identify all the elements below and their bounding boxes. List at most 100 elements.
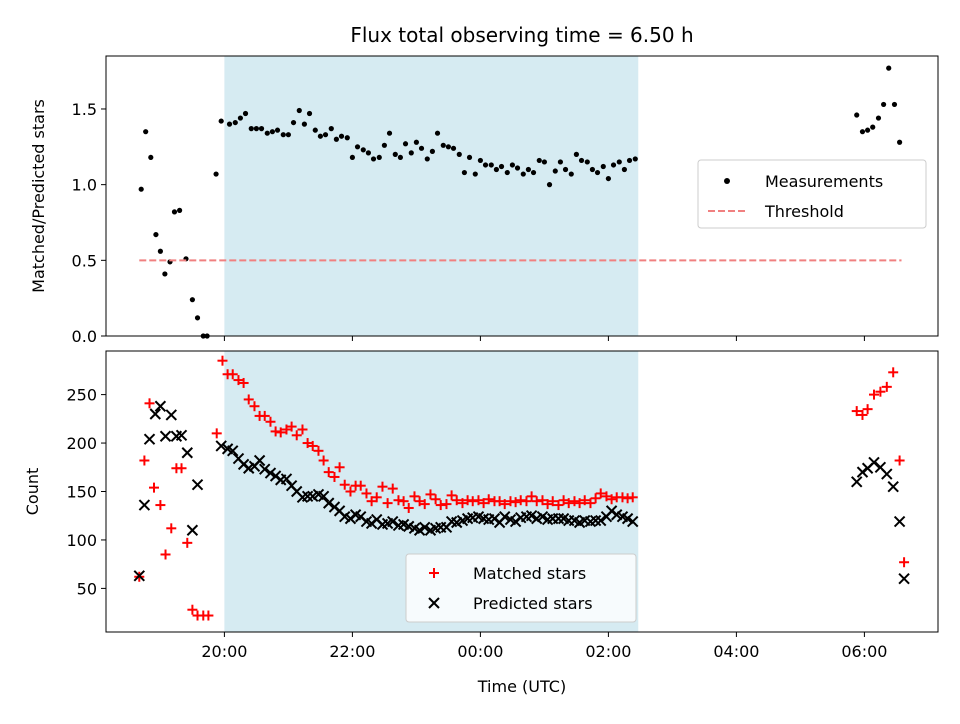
predicted-star-point bbox=[317, 490, 330, 503]
measurement-point bbox=[488, 162, 494, 168]
matched-star-point bbox=[857, 409, 868, 420]
matched-star-point bbox=[403, 502, 414, 513]
predicted-star-point bbox=[186, 524, 199, 536]
top-y-tick-label: 1.0 bbox=[72, 176, 97, 195]
matched-star-point bbox=[307, 440, 318, 451]
measurement-point bbox=[274, 127, 281, 133]
matched-star-point bbox=[875, 386, 886, 397]
measurement-point bbox=[317, 133, 323, 139]
measurement-point bbox=[552, 168, 558, 174]
matched-star-point bbox=[398, 496, 409, 507]
top-measurement-points bbox=[138, 65, 903, 339]
measurement-point bbox=[854, 112, 860, 118]
matched-star-point bbox=[627, 492, 638, 503]
matched-star-point bbox=[233, 375, 244, 386]
matched-star-point bbox=[166, 523, 177, 534]
measurement-point bbox=[376, 154, 382, 161]
legend-matched-marker bbox=[429, 568, 439, 578]
matched-star-point bbox=[355, 480, 366, 491]
matched-star-point bbox=[339, 479, 350, 490]
measurement-point bbox=[397, 154, 403, 161]
bottom-x-tick-label: 00:00 bbox=[457, 642, 503, 661]
matched-star-point bbox=[478, 498, 489, 509]
top-y-tick-label: 0.0 bbox=[72, 327, 97, 346]
measurement-point bbox=[875, 115, 882, 121]
matched-star-point bbox=[281, 424, 292, 435]
measurement-point bbox=[312, 127, 318, 133]
measurement-point bbox=[171, 209, 178, 215]
legend-measurements-label: Measurements bbox=[765, 172, 883, 191]
measurement-point bbox=[578, 157, 585, 164]
bottom-x-tick-label: 06:00 bbox=[841, 642, 887, 661]
bottom-y-tick-label: 250 bbox=[66, 386, 97, 405]
measurement-point bbox=[338, 133, 345, 139]
measurement-point bbox=[143, 129, 149, 135]
measurement-point bbox=[381, 142, 387, 148]
matched-star-point bbox=[590, 493, 601, 504]
matched-star-point bbox=[211, 428, 222, 439]
measurement-point bbox=[859, 129, 866, 135]
measurement-point bbox=[504, 169, 510, 176]
predicted-star-point bbox=[280, 473, 293, 485]
measurement-point bbox=[429, 148, 435, 154]
x-axis-label: Time (UTC) bbox=[477, 677, 566, 696]
predicted-star-point bbox=[215, 440, 227, 452]
matched-star-point bbox=[537, 495, 548, 506]
bottom-x-ticks: 20:00 22:00 00:00 02:00 04:00 06:00 bbox=[201, 632, 887, 661]
predicted-star-point bbox=[149, 408, 161, 420]
matched-star-point bbox=[139, 455, 150, 466]
matched-star-point bbox=[499, 499, 510, 510]
predicted-star-point bbox=[165, 409, 177, 421]
top-legend: Measurements Threshold bbox=[697, 159, 927, 229]
bottom-y-tick-label: 150 bbox=[66, 483, 97, 502]
measurement-point bbox=[456, 151, 462, 157]
predicted-star-point bbox=[893, 515, 906, 528]
legend-matched-label: Matched stars bbox=[473, 564, 586, 583]
measurement-point bbox=[306, 110, 313, 117]
legend-threshold-label: Threshold bbox=[764, 202, 844, 221]
measurement-point bbox=[392, 151, 398, 157]
measurement-point bbox=[402, 141, 409, 147]
measurement-point bbox=[322, 132, 329, 138]
measurement-point bbox=[189, 297, 195, 303]
chart-title: Flux total observing time = 6.50 h bbox=[350, 23, 693, 47]
measurement-point bbox=[370, 156, 377, 162]
top-panel: 0.0 0.5 1.0 1.5 Matched/Predicted stars Mea… bbox=[29, 55, 939, 346]
measurement-point bbox=[301, 121, 307, 127]
measurement-point bbox=[557, 159, 564, 165]
matched-star-point bbox=[521, 496, 532, 507]
matched-star-point bbox=[574, 498, 585, 509]
measurement-point bbox=[162, 271, 168, 277]
measurement-point bbox=[440, 142, 446, 148]
measurement-point bbox=[157, 248, 163, 254]
measurement-point bbox=[226, 121, 233, 127]
measurement-point bbox=[264, 130, 270, 136]
measurement-point bbox=[546, 182, 553, 188]
matched-star-point bbox=[249, 401, 260, 412]
predicted-star-point bbox=[627, 515, 639, 528]
bottom-y-tick-label: 100 bbox=[66, 531, 97, 550]
measurement-point bbox=[354, 144, 361, 150]
matched-star-point bbox=[441, 499, 452, 510]
measurement-point bbox=[509, 162, 515, 168]
bottom-y-ticks: 50 100 150 200 250 bbox=[66, 386, 106, 598]
matched-star-point bbox=[881, 381, 892, 392]
measurement-point bbox=[472, 171, 478, 177]
measurement-point bbox=[177, 207, 183, 213]
bottom-x-tick-label: 04:00 bbox=[713, 642, 759, 661]
measurement-point bbox=[386, 130, 393, 136]
matched-star-point bbox=[265, 416, 276, 427]
measurement-point bbox=[605, 175, 612, 182]
measurement-point bbox=[573, 151, 580, 157]
measurement-point bbox=[897, 139, 903, 145]
matched-star-point bbox=[899, 557, 910, 568]
measurement-point bbox=[194, 315, 201, 321]
top-legend-box bbox=[697, 159, 927, 229]
matched-star-point bbox=[862, 404, 873, 415]
measurement-point bbox=[498, 163, 505, 170]
matched-star-point bbox=[457, 498, 468, 509]
measurement-point bbox=[424, 156, 430, 162]
bottom-y-tick-label: 200 bbox=[66, 434, 97, 453]
measurement-point bbox=[333, 136, 339, 142]
